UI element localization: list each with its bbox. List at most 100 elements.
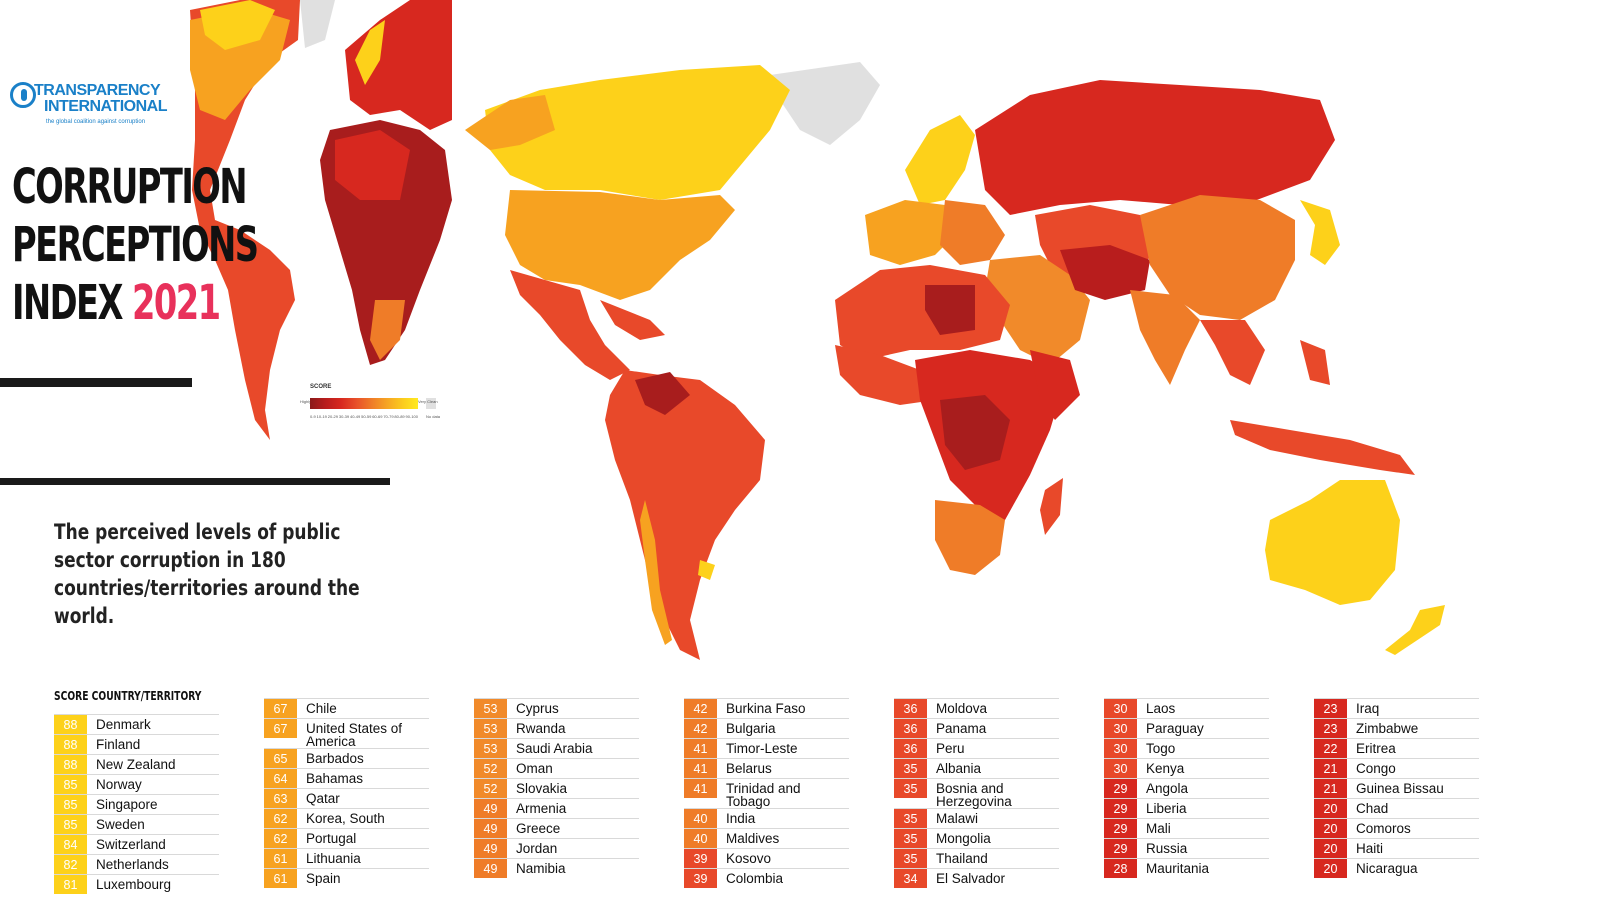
legend-tick: 20-29: [327, 414, 338, 419]
score-badge: 49: [474, 859, 507, 878]
divider-top: [0, 378, 192, 387]
greenland: [770, 62, 880, 145]
table-row: 67 United States of America: [264, 718, 429, 748]
country-name: Bosnia and Herzegovina: [936, 781, 1012, 809]
score-badge: 30: [1104, 699, 1137, 718]
country-name: Netherlands: [96, 857, 169, 872]
country-name: Mongolia: [936, 831, 991, 846]
score-badge: 42: [684, 719, 717, 738]
logo-tagline: the global coalition against corruption: [46, 119, 146, 125]
score-badge: 30: [1104, 739, 1137, 758]
divider-bottom: [0, 478, 390, 485]
country-name: Nicaragua: [1356, 861, 1418, 876]
table-row: 67 Chile: [264, 698, 429, 718]
country-name: Sweden: [96, 817, 145, 832]
western-europe: [865, 200, 960, 265]
score-badge: 62: [264, 829, 297, 848]
country-name: Russia: [1146, 841, 1188, 856]
score-badge: 53: [474, 699, 507, 718]
transparency-international-logo: TRANSPARENCY INTERNATIONAL the global co…: [10, 82, 167, 134]
table-row: 34 El Salvador: [894, 868, 1059, 888]
score-badge: 30: [1104, 719, 1137, 738]
country-name: Timor-Leste: [726, 741, 798, 756]
table-row: 61 Lithuania: [264, 848, 429, 868]
uruguay: [698, 560, 715, 580]
score-badge: 29: [1104, 799, 1137, 818]
country-name: Barbados: [306, 751, 364, 766]
country-name: Oman: [516, 761, 553, 776]
score-badge: 35: [894, 759, 927, 778]
china: [1140, 195, 1295, 320]
congo-drc: [940, 395, 1010, 470]
country-name: Switzerland: [96, 837, 166, 852]
score-badge: 62: [264, 809, 297, 828]
table-row: 29 Mali: [1104, 818, 1269, 838]
korea-japan: [1300, 200, 1340, 265]
score-badge: 20: [1314, 839, 1347, 858]
legend-no-data-label: No data: [426, 414, 441, 419]
main-map: [465, 62, 1445, 660]
title-line1: CORRUPTION: [12, 159, 248, 215]
country-name: Lithuania: [306, 851, 361, 866]
score-badge: 65: [264, 749, 297, 768]
country-name: Albania: [936, 761, 982, 776]
table-row: 62 Korea, South: [264, 808, 429, 828]
score-badge: 41: [684, 759, 717, 778]
country-name: Mali: [1146, 821, 1171, 836]
table-header: SCORE COUNTRY/TERRITORY: [54, 689, 202, 703]
country-name: Trinidad and Tobago: [726, 781, 801, 809]
score-badge: 30: [1104, 759, 1137, 778]
country-name: Iraq: [1356, 701, 1380, 716]
country-name: Luxembourg: [96, 877, 172, 892]
table-row: 22 Eritrea: [1314, 738, 1479, 758]
table-row: 20 Nicaragua: [1314, 858, 1479, 878]
table-row: 88 Finland: [54, 734, 219, 754]
country-name: Bahamas: [306, 771, 364, 786]
table-row: 81 Luxembourg: [54, 874, 219, 894]
country-name: Bulgaria: [726, 721, 776, 736]
table-row: 29 Russia: [1104, 838, 1269, 858]
legend-no-data-swatch: [426, 398, 436, 409]
score-badge: 22: [1314, 739, 1347, 758]
table-row: 23 Zimbabwe: [1314, 718, 1479, 738]
country-name: Moldova: [936, 701, 988, 716]
table-row: 41 Timor-Leste: [684, 738, 849, 758]
country-name: Panama: [936, 721, 987, 736]
west-africa: [835, 345, 935, 405]
legend-tick: 50-59: [361, 414, 372, 419]
page-title: CORRUPTION PERCEPTIONS INDEX 2021: [12, 158, 259, 332]
country-name: Norway: [96, 777, 142, 792]
table-row: 41 Trinidad and Tobago: [684, 778, 849, 808]
mexico-central-america: [510, 270, 630, 380]
country-name: Armenia: [516, 801, 567, 816]
table-column: 36 Moldova 36 Panama 36 Peru 35 Albania 35 Bosnia…: [894, 698, 1059, 888]
table-row: 29 Liberia: [1104, 798, 1269, 818]
inset-greenland: [300, 0, 335, 48]
score-badge: 53: [474, 739, 507, 758]
table-row: 30 Laos: [1104, 698, 1269, 718]
scandinavia: [905, 115, 975, 205]
score-badge: 29: [1104, 819, 1137, 838]
title-line2: PERCEPTIONS: [12, 217, 259, 273]
map-legend: SCORE Highly Corrupt Very Clean 0-910-19…: [300, 384, 440, 424]
country-name: Korea, South: [306, 811, 385, 826]
score-badge: 20: [1314, 859, 1347, 878]
table-row: 28 Mauritania: [1104, 858, 1269, 878]
libya: [925, 285, 975, 335]
country-name: Eritrea: [1356, 741, 1396, 756]
table-row: 39 Colombia: [684, 868, 849, 888]
india: [1130, 290, 1200, 385]
score-badge: 85: [54, 795, 87, 814]
country-name: Namibia: [516, 861, 566, 876]
table-row: 52 Oman: [474, 758, 639, 778]
table-row: 49 Namibia: [474, 858, 639, 878]
table-row: 63 Qatar: [264, 788, 429, 808]
score-badge: 84: [54, 835, 87, 854]
score-badge: 35: [894, 779, 927, 798]
score-badge: 35: [894, 849, 927, 868]
country-name: Portugal: [306, 831, 357, 846]
score-badge: 41: [684, 779, 717, 798]
score-badge: 61: [264, 869, 297, 888]
